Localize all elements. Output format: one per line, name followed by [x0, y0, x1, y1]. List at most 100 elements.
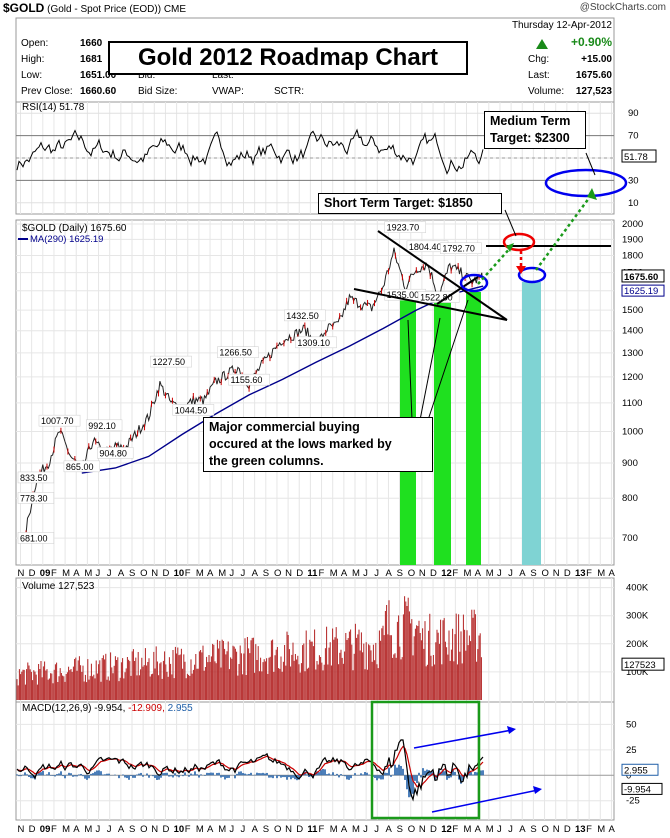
- x-tick-label-bottom: M: [84, 824, 92, 835]
- x-tick-label-top: A: [207, 568, 214, 579]
- low-label: Low:: [21, 70, 43, 81]
- x-tick-label-bottom: J: [363, 824, 368, 835]
- change-pct: +0.90%: [570, 35, 612, 49]
- x-tick-label-top: D: [430, 568, 437, 579]
- medium-term-line2: Target: $2300: [490, 131, 570, 145]
- ma-legend: MA(290) 1625.19: [30, 234, 103, 245]
- peak-label: 833.50: [20, 473, 48, 483]
- projected-arrowhead-down: [516, 266, 526, 274]
- x-tick-label-top: J: [374, 568, 379, 579]
- green-column: [466, 292, 481, 565]
- price-tick-label: 1300: [622, 348, 643, 359]
- commercial-pointer-1: [407, 319, 413, 421]
- x-tick-label-bottom: M: [597, 824, 605, 835]
- macd-hist-label: 2.955: [624, 765, 648, 776]
- x-tick-label-bottom: S: [530, 824, 536, 835]
- x-tick-label-bottom: N: [419, 824, 426, 835]
- last-label-right: Last:: [528, 70, 550, 81]
- bid-label: Bid:: [138, 70, 156, 81]
- peak-label-bg: [63, 460, 100, 473]
- medium-term-line1: Medium Term: [490, 114, 571, 128]
- x-tick-label-top: M: [597, 568, 605, 579]
- x-tick-label-top: O: [274, 568, 281, 579]
- x-tick-label-top: A: [252, 568, 259, 579]
- volume-tick-label: 400K: [626, 583, 649, 594]
- volume-title: Volume 127,523: [22, 581, 95, 592]
- x-tick-label-top: 11: [307, 568, 318, 579]
- rsi-current-label: 51.78: [624, 152, 648, 163]
- last-label: Last:: [212, 70, 234, 81]
- header-panel: Open: 1660 High: 1681 Low: 1651.00 Prev …: [16, 18, 614, 102]
- current-price-ellipse: [459, 273, 489, 293]
- macd-title: MACD(12,26,9) -9.954, -12.909, 2.955: [22, 703, 193, 714]
- peak-label: 681.00: [20, 533, 48, 543]
- x-tick-label-bottom: M: [62, 824, 70, 835]
- peak-label: 778.30: [20, 493, 48, 503]
- peak-label-bg: [172, 404, 215, 416]
- peak-label-bg: [38, 414, 81, 427]
- x-tick-label-bottom: M: [196, 824, 204, 835]
- x-tick-label-bottom: A: [475, 824, 482, 835]
- volume-current-label: 127523: [624, 660, 656, 671]
- x-tick-label-top: F: [586, 568, 592, 579]
- vwap-label: VWAP:: [212, 86, 244, 97]
- x-tick-label-top: F: [185, 568, 191, 579]
- x-tick-label-bottom: J: [96, 824, 101, 835]
- volume-current-tag: [621, 657, 665, 671]
- x-tick-label-bottom: M: [464, 824, 472, 835]
- x-tick-label-bottom: A: [608, 824, 615, 835]
- price-panel-frame: [15, 219, 615, 566]
- x-tick-label-top: O: [408, 568, 415, 579]
- peak-label-bg: [295, 336, 337, 349]
- macd-value-label: -9.954: [624, 784, 651, 795]
- trendline-short: [436, 276, 479, 305]
- description: (Gold - Spot Price (EOD)): [47, 4, 162, 15]
- x-tick-label-top: A: [73, 568, 80, 579]
- price-tick-label: 700: [622, 533, 638, 544]
- macd-title-value: -9.954,: [94, 703, 125, 714]
- x-tick-label-bottom: M: [486, 824, 494, 835]
- last-value: 1675.60: [575, 70, 612, 81]
- x-tick-label-bottom: N: [285, 824, 292, 835]
- commercial-buying-callout: Major commercial buying occured at the l…: [203, 417, 433, 472]
- symbol: $GOLD: [3, 1, 45, 15]
- low-value: 1651.00: [80, 70, 117, 81]
- x-tick-label-top: O: [542, 568, 549, 579]
- peak-label: 1309.10: [297, 338, 330, 348]
- x-tick-label-top: M: [330, 568, 338, 579]
- copyright: @StockCharts.com: [579, 2, 666, 13]
- macd-hist-tag: [621, 763, 659, 776]
- x-tick-label-top: J: [96, 568, 101, 579]
- x-tick-label-top: 12: [441, 568, 452, 579]
- x-tick-label-top: M: [196, 568, 204, 579]
- price-tick-label: 1100: [622, 398, 642, 409]
- macd-highlight-box: [370, 700, 481, 820]
- x-tick-label-top: F: [452, 568, 458, 579]
- short-term-pointer: [504, 209, 517, 237]
- x-tick-label-bottom: J: [508, 824, 513, 835]
- x-tick-label-bottom: A: [385, 824, 392, 835]
- x-tick-label-bottom: O: [274, 824, 281, 835]
- macd-divergence-upper-head: [507, 726, 516, 734]
- rsi-current-tag: [621, 149, 657, 163]
- volume-tick-label: 300K: [626, 611, 649, 622]
- commercial-line3: the green columns.: [209, 454, 324, 468]
- x-tick-label-top: S: [129, 568, 135, 579]
- chg-label: Chg:: [528, 54, 550, 65]
- x-tick-label-top: S: [397, 568, 403, 579]
- x-tick-label-bottom: J: [497, 824, 502, 835]
- x-tick-label-top: J: [497, 568, 502, 579]
- volume-tick-label: 200K: [626, 639, 649, 650]
- x-tick-label-top: A: [385, 568, 392, 579]
- x-tick-label-top: N: [18, 568, 25, 579]
- rsi-tick-label: 30: [628, 175, 639, 186]
- x-tick-label-top: D: [162, 568, 169, 579]
- x-tick-label-bottom: S: [397, 824, 403, 835]
- commercial-line2: occured at the lows marked by: [209, 437, 392, 451]
- trendline-upper: [377, 230, 508, 321]
- peak-label-bg: [85, 419, 123, 432]
- x-tick-label-top: J: [508, 568, 513, 579]
- macd-title-histogram: 2.955: [168, 703, 193, 714]
- x-tick-label-top: A: [608, 568, 615, 579]
- x-tick-label-bottom: M: [330, 824, 338, 835]
